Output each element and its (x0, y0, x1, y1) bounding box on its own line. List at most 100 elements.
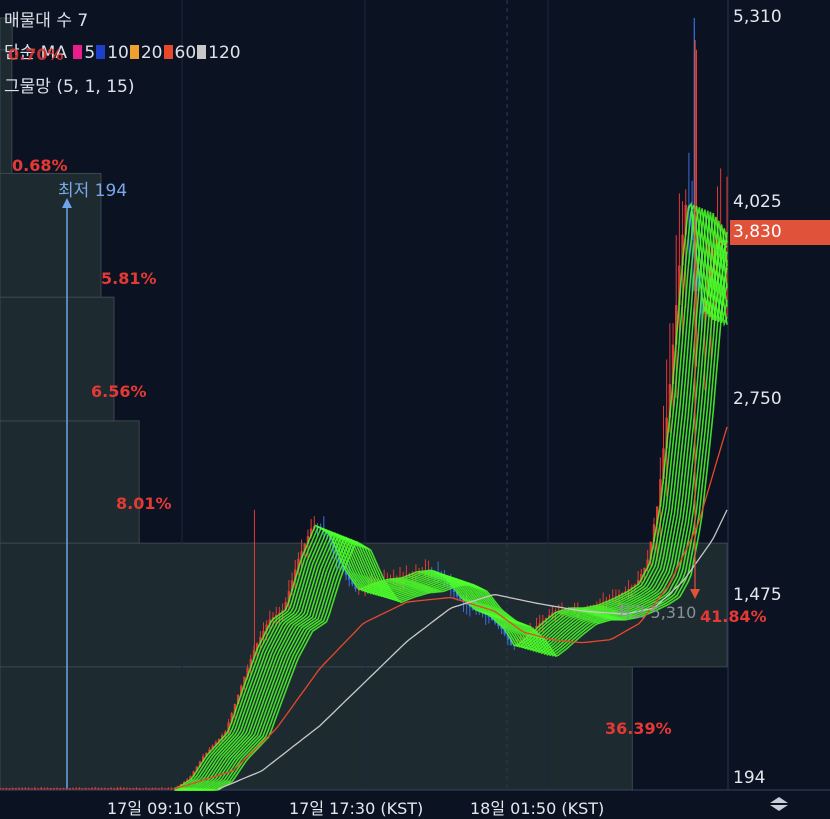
candle (214, 742, 218, 746)
candle (113, 788, 116, 790)
candle (551, 612, 554, 616)
candle (144, 788, 148, 790)
candle (246, 667, 249, 677)
candle (43, 788, 46, 790)
net-line (174, 216, 728, 791)
candle (468, 604, 472, 608)
candle (71, 788, 75, 790)
candle (300, 551, 303, 559)
candle (221, 735, 224, 739)
candle (122, 788, 126, 790)
net-line (174, 213, 728, 791)
legend-ma-title: 단순 MA (4, 43, 67, 63)
candle (262, 630, 265, 638)
legend-ma[interactable]: 단순 MA 5 10 20 60 120 (4, 38, 241, 63)
candle (662, 448, 665, 480)
candle (87, 788, 91, 790)
candle (671, 344, 675, 385)
candle (649, 541, 653, 560)
annotations (62, 40, 700, 789)
moving-averages (174, 426, 728, 790)
y-tick-label: 194 (733, 768, 766, 788)
ma-period-label: 20 (140, 43, 163, 63)
candle (49, 788, 52, 790)
candle (341, 564, 345, 571)
candle (455, 592, 459, 597)
ma-60-line (174, 426, 728, 790)
candle (516, 643, 519, 646)
x-tick-label: 17일 09:10 (KST) (107, 799, 242, 818)
candle (151, 788, 154, 790)
candle (525, 634, 529, 638)
candle (541, 620, 545, 624)
candle (198, 761, 202, 767)
candle (100, 788, 103, 790)
candle (119, 788, 122, 790)
candle (243, 676, 246, 686)
legend-net[interactable]: 그물망 (5, 1, 15) (4, 77, 135, 97)
candle (306, 536, 310, 544)
candle (94, 788, 97, 790)
ma-period-label: 120 (208, 43, 241, 63)
candle (684, 205, 687, 235)
candle (290, 580, 294, 592)
candle (297, 558, 300, 570)
x-tick-label: 17일 17:30 (KST) (289, 799, 424, 818)
candle (224, 731, 227, 736)
candle (535, 625, 538, 629)
candle (55, 788, 59, 790)
candle (17, 788, 21, 790)
candle (205, 752, 208, 757)
candle (268, 619, 272, 625)
candle (125, 788, 129, 790)
candle (30, 788, 33, 790)
candle (675, 305, 678, 345)
ma-period-label: 60 (174, 43, 197, 63)
candle (652, 524, 656, 542)
candle (655, 506, 659, 525)
candle (170, 788, 173, 790)
x-tick-label: 18일 01:50 (KST) (470, 799, 605, 818)
y-tick-label: 1,475 (733, 585, 782, 605)
candle (132, 788, 135, 790)
candle (21, 788, 24, 790)
candle (646, 559, 649, 568)
candle (233, 703, 237, 714)
volume-profile (0, 17, 728, 791)
candle (265, 624, 268, 631)
candle (354, 584, 357, 589)
candle (74, 788, 78, 790)
candle (284, 602, 287, 611)
candle (84, 788, 87, 790)
candle (709, 265, 713, 281)
candle (157, 788, 160, 790)
y-tick-label: 4,025 (733, 192, 782, 212)
candle (227, 722, 230, 732)
candle (154, 788, 157, 790)
candle (643, 567, 646, 574)
net-line (174, 220, 728, 791)
candle (303, 543, 306, 552)
candle (506, 634, 510, 640)
vp-percent-label: 5.81% (101, 269, 157, 288)
candle (65, 788, 68, 790)
candle (335, 548, 338, 557)
candle (351, 579, 354, 585)
net-line (174, 231, 728, 791)
candle (148, 788, 151, 790)
legend-ma-periods: 5 10 20 60 120 (72, 43, 241, 63)
candle (103, 788, 106, 790)
ma-120-line (217, 509, 728, 790)
candle (255, 643, 259, 651)
net-indicator (174, 201, 728, 791)
net-line (174, 260, 728, 791)
candle (201, 756, 205, 762)
net-line (174, 224, 728, 791)
candle (636, 580, 640, 585)
vp-percent-label: 6.56% (91, 382, 147, 401)
legend-volume-profile[interactable]: 매물대 수 7 (4, 11, 89, 31)
ma-period-label: 5 (84, 43, 96, 63)
scroll-updown-icon[interactable] (768, 796, 790, 812)
candle (548, 615, 551, 618)
